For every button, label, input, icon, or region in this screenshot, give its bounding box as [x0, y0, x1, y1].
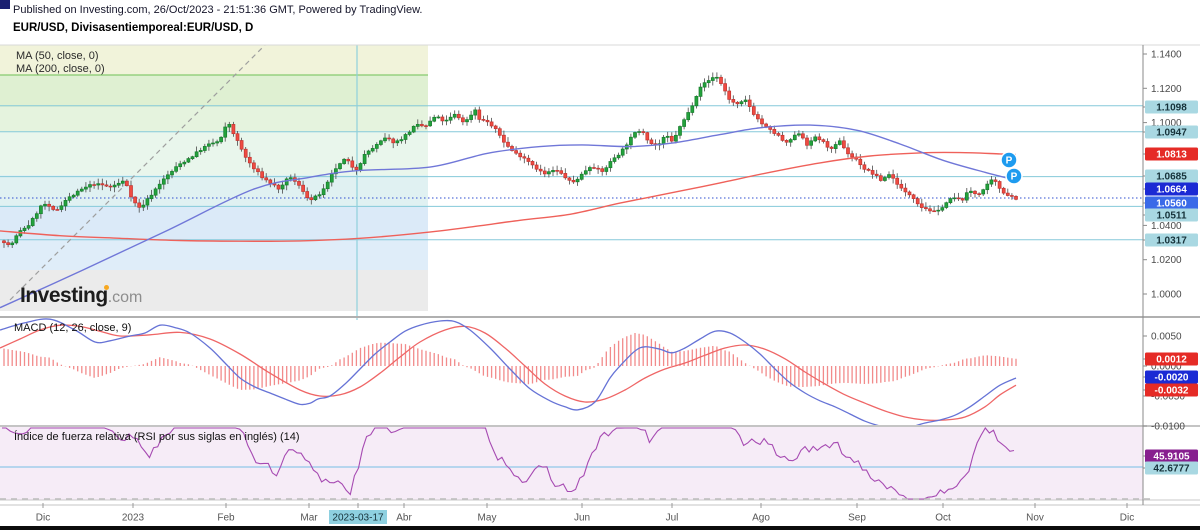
- y-axis-tick: 1.0400: [1151, 221, 1182, 232]
- axis-badge: -0.0032: [1143, 383, 1198, 397]
- logo-orange-dot-icon: [104, 285, 109, 290]
- svg-text:42.6777: 42.6777: [1153, 464, 1190, 475]
- svg-text:0.0012: 0.0012: [1156, 355, 1187, 366]
- svg-text:2023-03-17: 2023-03-17: [332, 513, 384, 524]
- x-axis-date-badge: 2023-03-17: [329, 510, 387, 524]
- macd-axis-tick: 0.0050: [1151, 332, 1182, 343]
- y-axis-tick: 1.1400: [1151, 50, 1182, 61]
- svg-text:1.1098: 1.1098: [1156, 103, 1187, 114]
- svg-text:1.0664: 1.0664: [1156, 185, 1187, 196]
- x-axis-label: Nov: [1026, 513, 1044, 524]
- axis-badge: 1.1098: [1143, 100, 1198, 114]
- axis-badge: 1.0664: [1143, 182, 1198, 196]
- legend-ma200[interactable]: MA (200, close, 0): [16, 63, 105, 75]
- pivot-bands: [0, 45, 428, 311]
- rsi-panel-label[interactable]: Índice de fuerza relativa (RSI por sus s…: [14, 431, 300, 443]
- macd-panel[interactable]: [0, 318, 1017, 429]
- y-axis-tick: 1.1000: [1151, 118, 1182, 129]
- macd-axis-tick: 0.0000: [1151, 362, 1182, 373]
- axis-badge: -0.0020: [1143, 370, 1198, 384]
- macd-line: [0, 318, 1017, 425]
- support-resistance-lines[interactable]: [0, 105, 1143, 241]
- svg-text:1.0511: 1.0511: [1156, 211, 1186, 222]
- candlestick-series[interactable]: [2, 72, 1018, 248]
- svg-text:P: P: [1006, 156, 1013, 167]
- svg-text:1.0685: 1.0685: [1156, 172, 1187, 183]
- p-marker-icon: [1005, 167, 1023, 185]
- rsi-line[interactable]: [2, 427, 1015, 500]
- svg-text:1.0947: 1.0947: [1156, 128, 1187, 139]
- macd-histogram: [3, 333, 1017, 390]
- axis-badge: 1.0560: [1143, 196, 1198, 210]
- brand-corner-mark: [0, 0, 10, 9]
- svg-text:-0.0020: -0.0020: [1155, 373, 1189, 384]
- symbol-title: EUR/USD, Divisasentiemporeal:EUR/USD, D: [13, 22, 254, 34]
- legend-ma50[interactable]: MA (50, close, 0): [16, 50, 99, 62]
- macd-signal-line: [0, 324, 1017, 422]
- macd-axis-tick: -0.0050: [1151, 392, 1185, 403]
- x-axis-label: Sep: [848, 513, 866, 524]
- ma200-line[interactable]: [0, 151, 1017, 242]
- x-axis-label: Dic: [36, 513, 50, 524]
- x-axis-label: Jun: [574, 513, 590, 524]
- svg-text:45.9105: 45.9105: [1153, 452, 1190, 463]
- p-marker-icon: [1000, 151, 1018, 169]
- trendline[interactable]: [9, 44, 266, 301]
- x-axis-label: Abr: [396, 513, 412, 524]
- x-axis-label: Jul: [666, 513, 679, 524]
- svg-text:1.0813: 1.0813: [1156, 150, 1187, 161]
- x-axis-label: Ago: [752, 513, 770, 524]
- investing-logo-text: Investing: [20, 284, 108, 307]
- axis-badge: 1.0947: [1143, 125, 1198, 139]
- y-axis-tick: 1.0200: [1151, 255, 1182, 266]
- x-axis-label: 2023: [122, 513, 145, 524]
- axis-badge: 0.0012: [1143, 352, 1198, 366]
- axis-badge: 45.9105: [1143, 449, 1198, 463]
- published-line: Published on Investing.com, 26/Oct/2023 …: [13, 4, 423, 16]
- macd-panel-label[interactable]: MACD (12, 26, close, 9): [14, 322, 132, 334]
- y-axis-tick: 1.0000: [1151, 290, 1182, 301]
- price-axis[interactable]: 1.1400 1.1200 1.1000 1.0400 1.0200 1.0000: [1143, 50, 1182, 301]
- rsi-panel-bg: [0, 427, 1143, 500]
- x-axis-label: Dic: [1120, 513, 1134, 524]
- x-axis-label: Feb: [217, 513, 235, 524]
- axis-badge: 1.0511: [1143, 208, 1198, 222]
- axis-badge: 42.6777: [1143, 461, 1198, 475]
- ma50-line[interactable]: [0, 124, 1017, 309]
- bottom-bar: [0, 526, 1200, 530]
- x-axis-label: May: [478, 513, 497, 524]
- axis-badge: 1.0685: [1143, 169, 1198, 183]
- time-axis[interactable]: Dic 2023 Feb Mar 2023-03-17 Abr May Jun Jul Ago Se…: [36, 503, 1134, 524]
- position-markers[interactable]: PP: [1000, 151, 1023, 185]
- svg-text:1.0560: 1.0560: [1156, 199, 1187, 210]
- indicator-legend: MA (50, close, 0) MA (200, close, 0): [16, 50, 105, 76]
- x-axis-label: Oct: [935, 513, 951, 524]
- investing-logo-suffix: .com: [107, 289, 143, 306]
- axis-badge: 1.0317: [1143, 233, 1198, 247]
- panel-dividers: [0, 44, 1200, 506]
- svg-text:-0.0032: -0.0032: [1155, 386, 1189, 397]
- x-axis-label: Mar: [300, 513, 318, 524]
- axis-badge: 1.0813: [1143, 147, 1198, 161]
- macd-axis-tick: -0.0100: [1151, 422, 1185, 433]
- y-axis-tick: 1.1200: [1151, 84, 1182, 95]
- svg-text:1.0317: 1.0317: [1156, 236, 1187, 247]
- svg-text:P: P: [1011, 172, 1018, 183]
- investing-logo: Investing.com: [20, 284, 142, 308]
